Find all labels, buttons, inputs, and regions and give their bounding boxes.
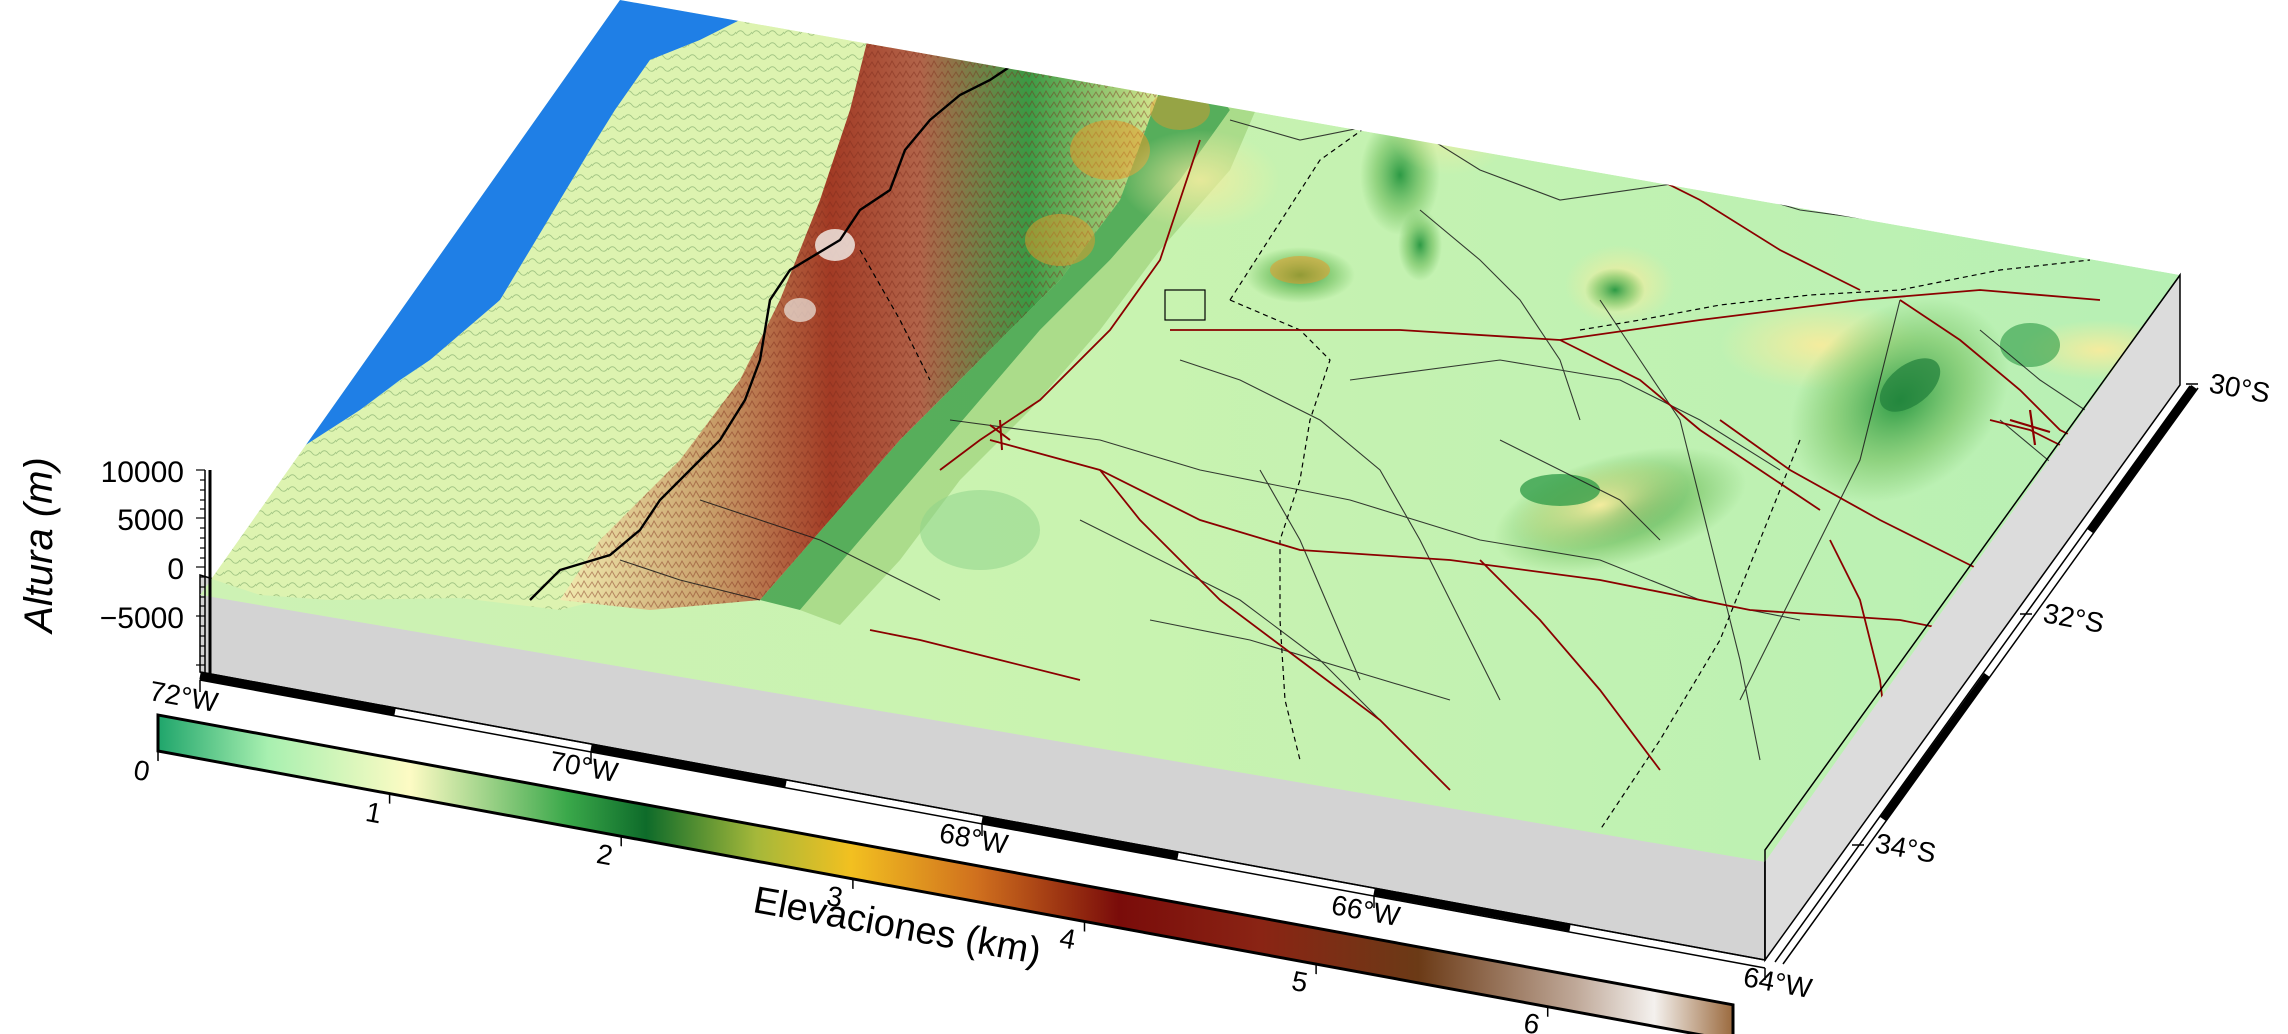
cb-tick-3: 3 bbox=[824, 880, 845, 913]
cb-tick-1: 1 bbox=[363, 796, 384, 829]
colorbar-gradient bbox=[156, 713, 1735, 1034]
cb-tick-0: 0 bbox=[131, 754, 152, 787]
lon-axis: 72°W 70°W 68°W 66°W 64°W bbox=[147, 671, 1815, 1004]
city-cordoba-icon bbox=[2009, 409, 2051, 446]
z-axis: 10000 5000 0 −5000 Altura (m) bbox=[17, 456, 212, 680]
lat-tick-32s: 32°S bbox=[2041, 597, 2107, 639]
z-tick-10000: 10000 bbox=[101, 456, 184, 489]
national-roads-icon bbox=[869, 139, 2101, 791]
terrain-surface bbox=[200, 0, 2180, 862]
cb-tick-6: 6 bbox=[1521, 1007, 1542, 1034]
lon-tick-64w: 64°W bbox=[1741, 961, 1815, 1004]
cb-tick-4: 4 bbox=[1057, 922, 1078, 955]
z-tick-0: 0 bbox=[167, 553, 184, 586]
cb-tick-2: 2 bbox=[594, 838, 615, 871]
city-san-juan-icon bbox=[1164, 289, 1206, 321]
z-axis-label: Altura (m) bbox=[17, 457, 61, 635]
lat-tick-30s: 30°S bbox=[2207, 367, 2273, 409]
international-border bbox=[529, 24, 1032, 601]
city-mendoza-icon bbox=[989, 419, 1011, 451]
province-borders-icon bbox=[859, 109, 2091, 831]
z-tick-minus-5000: −5000 bbox=[100, 602, 184, 635]
cb-tick-5: 5 bbox=[1289, 965, 1310, 998]
z-tick-5000: 5000 bbox=[117, 504, 184, 537]
lat-tick-34s: 34°S bbox=[1873, 827, 1939, 869]
